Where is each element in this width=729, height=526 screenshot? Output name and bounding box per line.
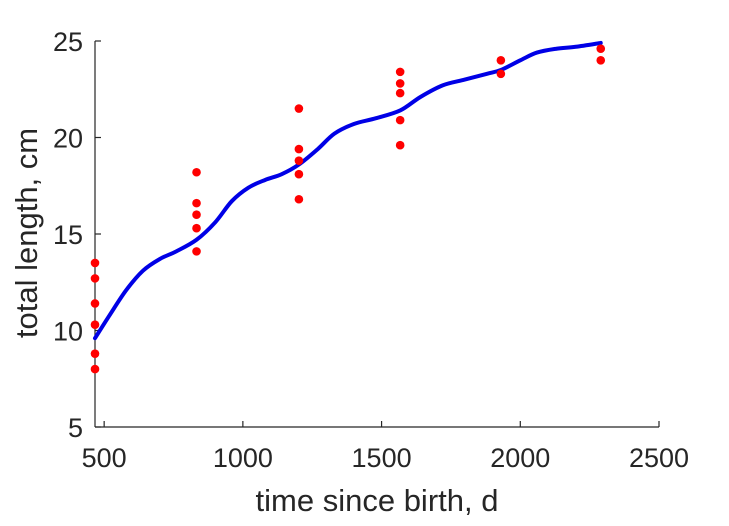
- data-point: [90, 320, 100, 330]
- data-points-layer: [90, 44, 606, 374]
- y-tick-label: 10: [53, 317, 83, 347]
- data-point: [395, 79, 405, 88]
- data-point: [395, 88, 405, 98]
- data-point: [294, 104, 304, 113]
- x-tick-label: 2500: [629, 443, 689, 473]
- data-point: [294, 144, 304, 154]
- x-tick-label: 500: [82, 443, 127, 473]
- fit-curve: [93, 40, 603, 341]
- fit-curve-layer: [93, 40, 603, 341]
- data-point: [90, 349, 100, 358]
- data-point: [90, 364, 100, 374]
- data-point: [496, 69, 506, 79]
- data-point: [294, 169, 304, 179]
- y-tick-label: 25: [53, 27, 83, 57]
- data-point: [90, 274, 100, 283]
- data-point: [192, 223, 201, 233]
- y-axis-label: total length, cm: [9, 128, 44, 338]
- ticks: 500 1000 1500 2000 2500 5 10 15 20 25: [53, 27, 689, 473]
- data-point: [596, 56, 606, 65]
- data-point: [395, 67, 405, 77]
- data-point: [395, 115, 405, 125]
- data-point: [90, 258, 100, 268]
- data-point: [496, 56, 506, 65]
- y-tick-label: 15: [53, 220, 83, 250]
- x-tick-label: 2000: [490, 443, 550, 473]
- data-point: [90, 299, 100, 308]
- data-point: [294, 156, 304, 165]
- x-tick-label: 1500: [352, 443, 412, 473]
- data-point: [395, 140, 405, 150]
- data-point: [192, 167, 201, 177]
- x-tick-label: 1000: [213, 443, 273, 473]
- axes: [94, 41, 659, 428]
- data-point: [294, 194, 304, 204]
- y-tick-label: 20: [53, 124, 83, 154]
- data-point: [192, 198, 201, 208]
- x-axis-label: time since birth, d: [256, 483, 499, 518]
- data-point: [596, 44, 606, 54]
- data-point: [192, 247, 201, 256]
- data-point: [192, 210, 201, 219]
- y-tick-label: 5: [68, 413, 83, 443]
